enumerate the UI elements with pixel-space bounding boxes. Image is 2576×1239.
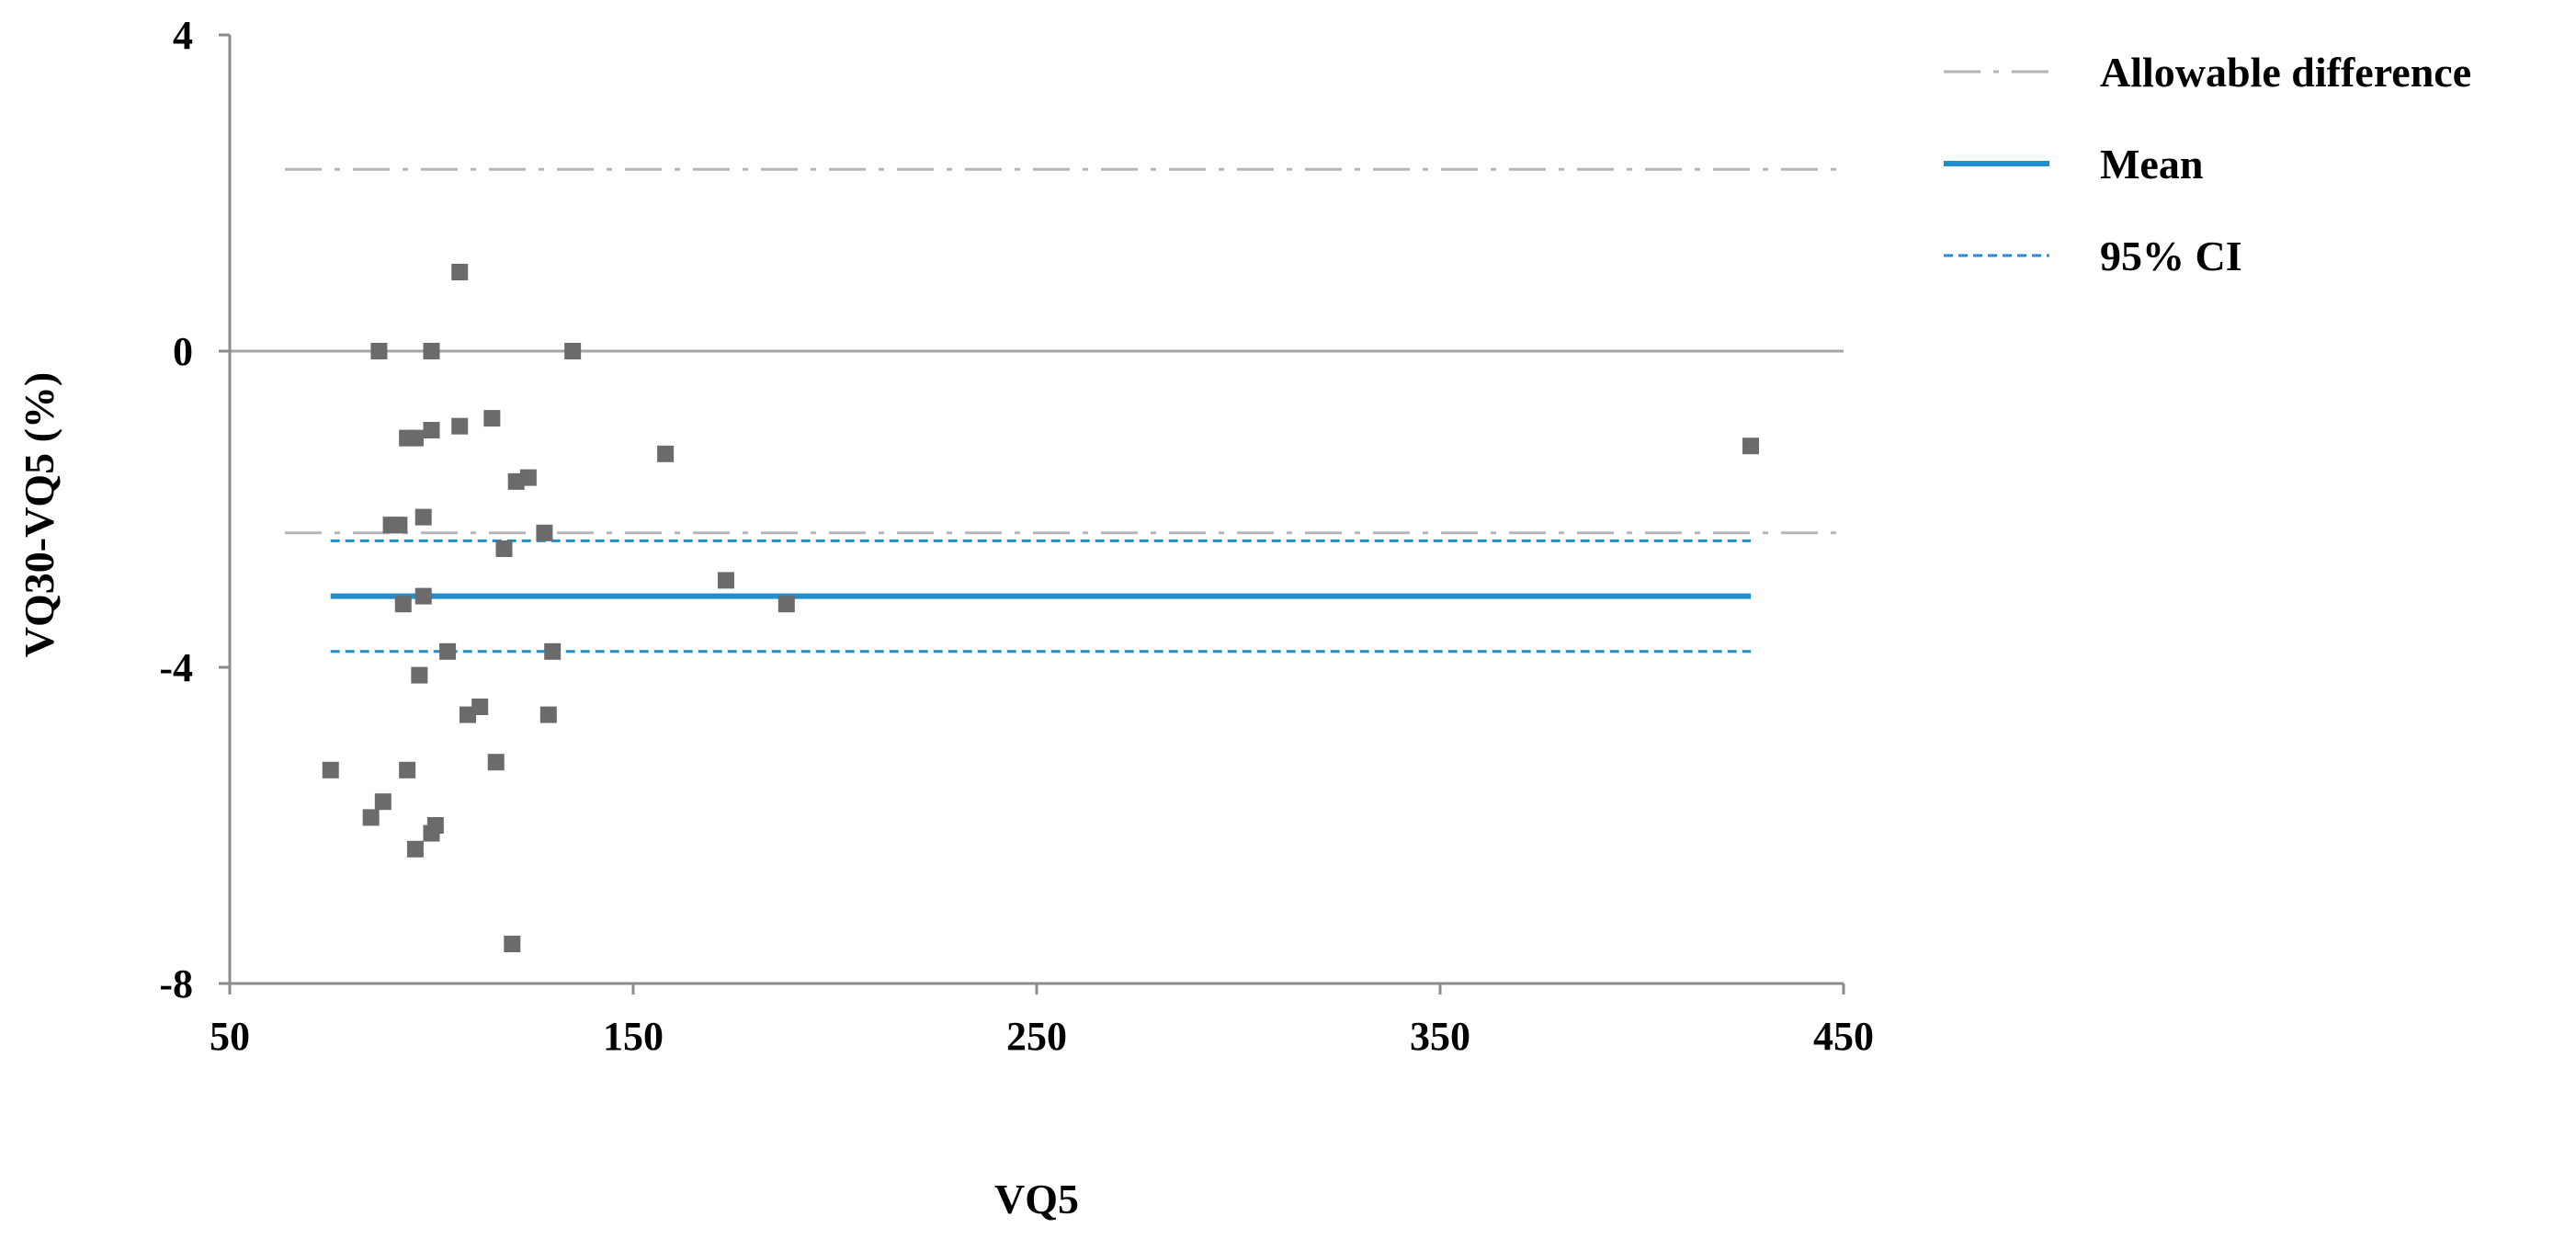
y-tick-label: -4 <box>159 645 193 690</box>
data-point <box>322 761 339 779</box>
x-tick-label: 150 <box>603 1014 664 1059</box>
data-point <box>406 840 424 858</box>
data-point <box>536 524 553 541</box>
data-point <box>564 343 582 359</box>
data-point <box>394 596 412 613</box>
data-point <box>471 699 489 715</box>
data-point <box>717 572 734 589</box>
x-axis-title: VQ5 <box>994 1176 1079 1222</box>
data-point <box>423 343 440 359</box>
data-point <box>439 642 457 660</box>
data-point <box>391 517 408 534</box>
legend-label: Mean <box>2100 141 2203 188</box>
x-tick-label: 450 <box>1813 1014 1874 1059</box>
data-point <box>483 410 501 427</box>
x-tick-label: 350 <box>1410 1014 1470 1059</box>
legend-label: 95% CI <box>2100 233 2242 279</box>
data-point <box>487 754 505 771</box>
data-point <box>451 264 469 280</box>
data-point <box>423 422 440 438</box>
y-tick-label: 4 <box>173 13 193 58</box>
data-point <box>451 417 469 435</box>
data-points <box>322 264 1760 952</box>
x-tick-label: 250 <box>1006 1014 1067 1059</box>
x-ticks: 50 150 250 350 450 <box>210 983 1874 1059</box>
reference-lines <box>230 167 1844 654</box>
x-tick-label: 50 <box>210 1014 250 1059</box>
data-point <box>370 343 388 359</box>
y-ticks: -8 -4 0 4 <box>159 13 230 1006</box>
data-point <box>426 817 444 834</box>
data-point <box>362 809 380 826</box>
y-axis-title: VQ30-VQ5 (%) <box>16 372 62 657</box>
data-point <box>399 761 416 779</box>
data-point <box>414 508 432 526</box>
data-point <box>544 642 562 660</box>
legend: Allowable difference Mean 95% CI <box>1944 49 2471 279</box>
data-point <box>519 469 537 486</box>
y-tick-label: -8 <box>159 961 193 1006</box>
data-point <box>495 540 513 557</box>
data-point <box>777 596 795 613</box>
data-point <box>406 429 424 447</box>
data-point <box>414 587 432 605</box>
data-point <box>374 793 392 811</box>
data-point <box>539 706 557 723</box>
data-point <box>504 936 521 952</box>
data-point <box>1742 438 1760 455</box>
y-tick-label: 0 <box>173 329 193 374</box>
data-point <box>411 666 428 684</box>
data-point <box>657 445 675 462</box>
legend-label: Allowable difference <box>2100 49 2471 96</box>
axes <box>228 35 1844 985</box>
